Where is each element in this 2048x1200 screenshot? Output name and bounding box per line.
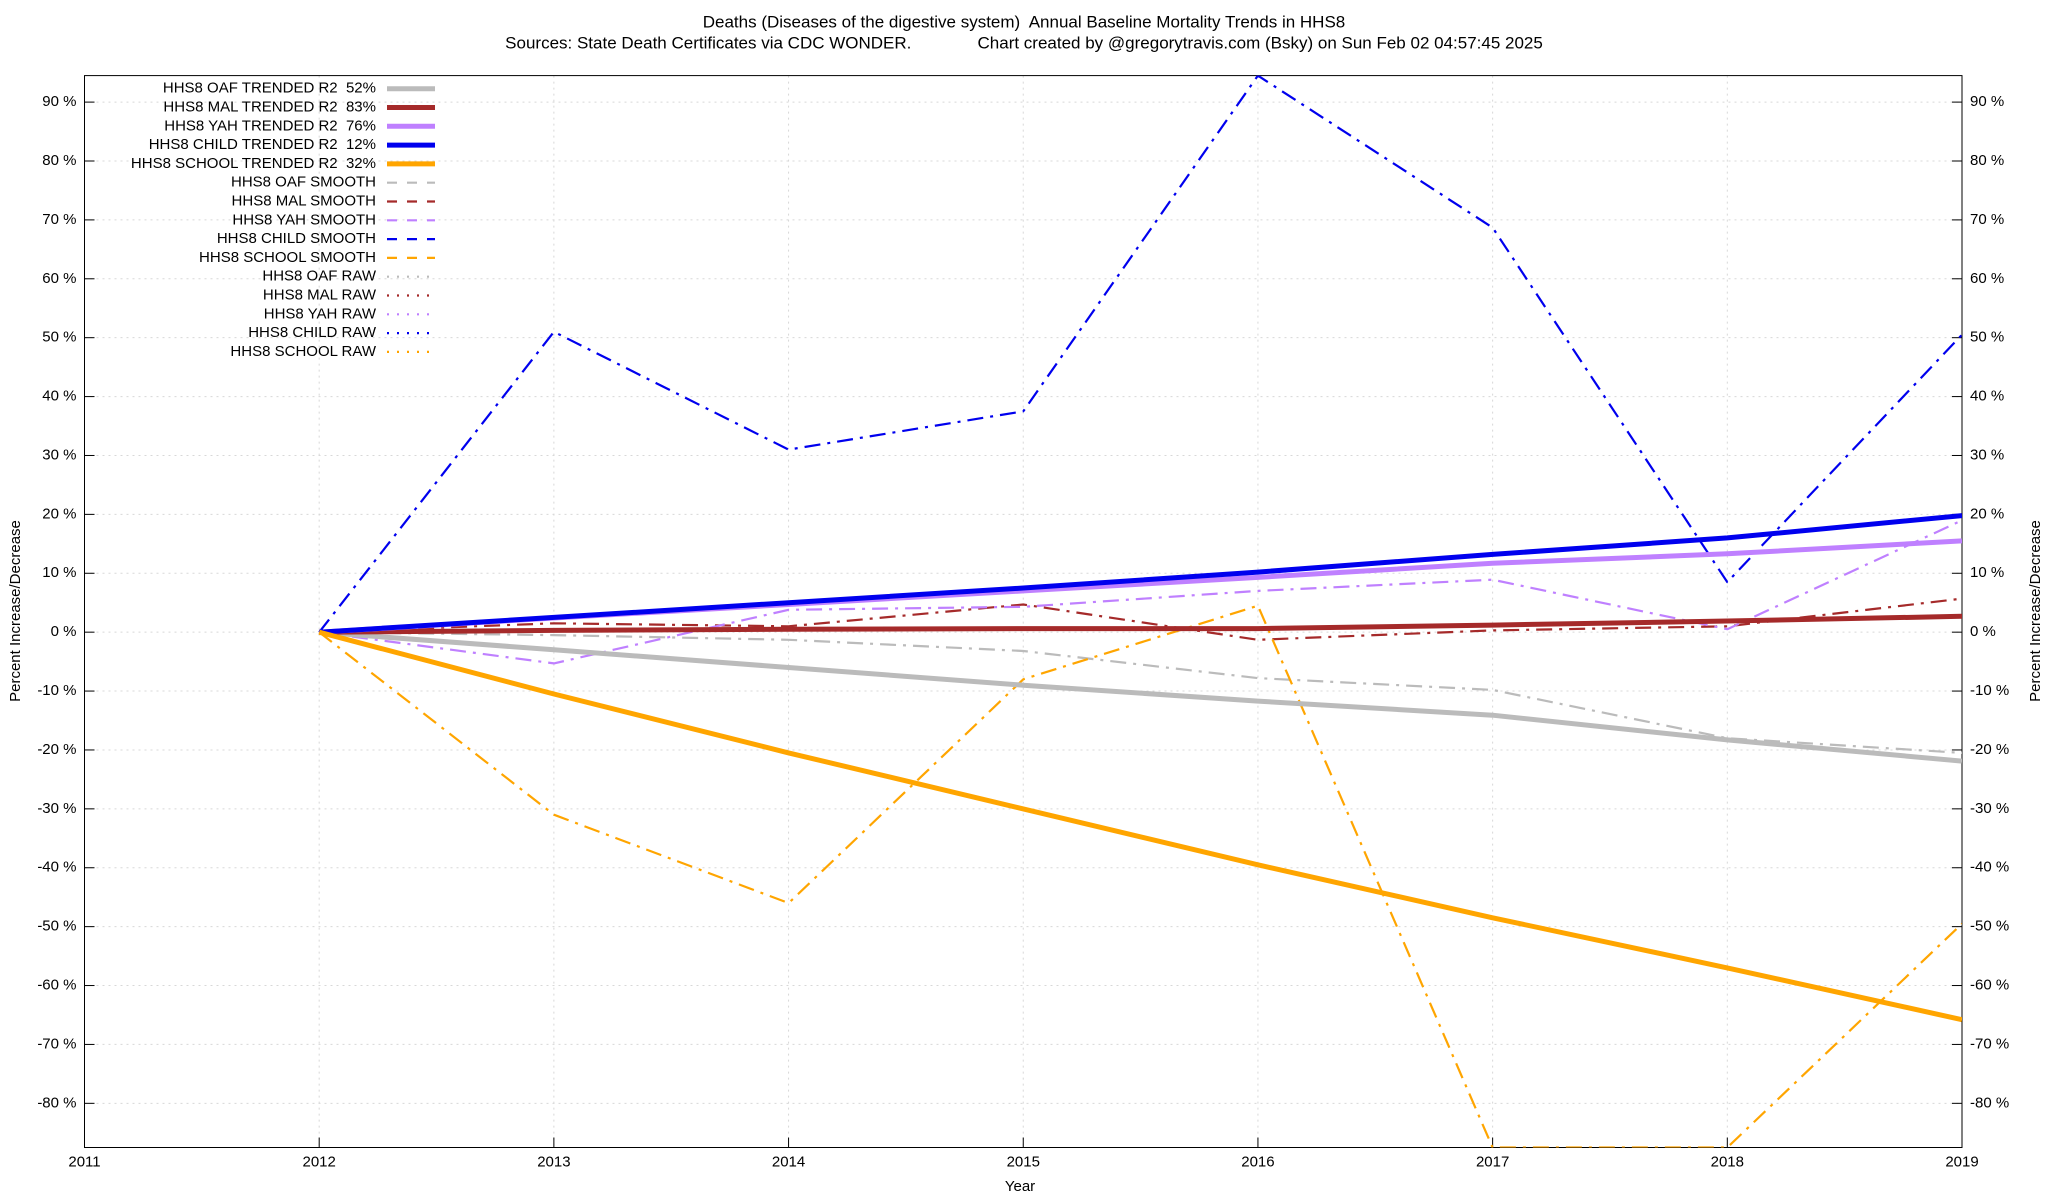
x-axis-label: Year	[1005, 1178, 1035, 1195]
y2-tick-label: 50 %	[1970, 329, 2004, 346]
y2-tick-label: 70 %	[1970, 211, 2004, 228]
legend-label: HHS8 YAH TRENDED R2 76%	[164, 117, 376, 134]
y-tick-label: -70 %	[37, 1035, 76, 1052]
y2-tick-label: -70 %	[1970, 1035, 2009, 1052]
series-line	[319, 613, 1962, 635]
y-tick-label: -10 %	[37, 682, 76, 699]
x-tick-label: 2011	[68, 1153, 100, 1170]
y2-tick-label: 20 %	[1970, 505, 2004, 522]
y-tick-label: 20 %	[42, 505, 76, 522]
y-tick-label: -30 %	[37, 800, 76, 817]
series-line	[319, 629, 1962, 764]
y-tick-label: 50 %	[42, 329, 76, 346]
legend-label: HHS8 OAF RAW	[262, 268, 376, 285]
y2-tick-label: -50 %	[1970, 918, 2009, 935]
y-tick-label: 70 %	[42, 211, 76, 228]
y2-tick-label: 90 %	[1970, 93, 2004, 110]
series-line	[318, 75, 1962, 633]
y2-tick-label: 80 %	[1970, 152, 2004, 169]
legend-label: HHS8 SCHOOL SMOOTH	[199, 249, 376, 266]
plot-frame	[84, 75, 1963, 1149]
x-tick-label: 2018	[1711, 1153, 1744, 1170]
legend-label: HHS8 YAH SMOOTH	[232, 211, 376, 228]
y-tick-label: -60 %	[37, 977, 76, 994]
y-tick-label: 10 %	[42, 564, 76, 581]
y-tick-label: -50 %	[37, 918, 76, 935]
x-tick-label: 2019	[1945, 1153, 1978, 1170]
y2-tick-label: 30 %	[1970, 446, 2004, 463]
y-tick-label: 30 %	[42, 446, 76, 463]
legend-label: HHS8 CHILD RAW	[248, 324, 377, 341]
legend-label: HHS8 YAH RAW	[264, 305, 377, 322]
y2-tick-label: -20 %	[1970, 741, 2009, 758]
legend-label: HHS8 SCHOOL RAW	[230, 343, 376, 360]
y2-tick-label: 40 %	[1970, 388, 2004, 405]
y-tick-label: 40 %	[42, 388, 76, 405]
series-line	[318, 629, 1962, 1023]
x-tick-label: 2013	[537, 1153, 570, 1170]
y-tick-label: -80 %	[37, 1094, 76, 1111]
series-line	[319, 631, 1962, 754]
legend-label: HHS8 SCHOOL TRENDED R2 32%	[131, 155, 376, 172]
chart-subtitle: Sources: State Death Certificates via CD…	[505, 33, 1543, 52]
y-axis-label: Percent Increase/Decrease	[7, 520, 24, 702]
series-line	[318, 604, 1962, 1148]
y2-axis-label: Percent Increase/Decrease	[2027, 520, 2044, 702]
y-tick-label: -40 %	[37, 859, 76, 876]
y2-tick-label: -30 %	[1970, 800, 2009, 817]
legend-label: HHS8 MAL TRENDED R2 83%	[163, 98, 376, 115]
y-tick-label: 80 %	[42, 152, 76, 169]
legend-label: HHS8 MAL RAW	[263, 286, 377, 303]
legend-label: HHS8 OAF SMOOTH	[231, 174, 376, 191]
x-tick-label: 2017	[1476, 1153, 1509, 1170]
chart-title: Deaths (Diseases of the digestive system…	[703, 12, 1346, 31]
legend-label: HHS8 MAL SMOOTH	[232, 192, 376, 209]
y2-tick-label: 10 %	[1970, 564, 2004, 581]
y-tick-label: 60 %	[42, 270, 76, 287]
x-tick-label: 2014	[772, 1153, 805, 1170]
legend-label: HHS8 CHILD TRENDED R2 12%	[149, 136, 376, 153]
series-line	[319, 513, 1962, 635]
y2-tick-label: 60 %	[1970, 270, 2004, 287]
x-tick-label: 2015	[1007, 1153, 1040, 1170]
y2-tick-label: -10 %	[1970, 682, 2009, 699]
legend-label: HHS8 CHILD SMOOTH	[217, 230, 376, 247]
series-line	[319, 597, 1962, 641]
y2-tick-label: -80 %	[1970, 1094, 2009, 1111]
y-tick-label: 0 %	[51, 623, 77, 640]
y-tick-label: 90 %	[42, 93, 76, 110]
y2-tick-label: -40 %	[1970, 859, 2009, 876]
y-tick-label: -20 %	[37, 741, 76, 758]
y2-tick-label: -60 %	[1970, 977, 2009, 994]
x-tick-label: 2012	[303, 1153, 336, 1170]
y2-tick-label: 0 %	[1970, 623, 1996, 640]
legend-label: HHS8 OAF TRENDED R2 52%	[163, 80, 376, 97]
x-tick-label: 2016	[1241, 1153, 1274, 1170]
